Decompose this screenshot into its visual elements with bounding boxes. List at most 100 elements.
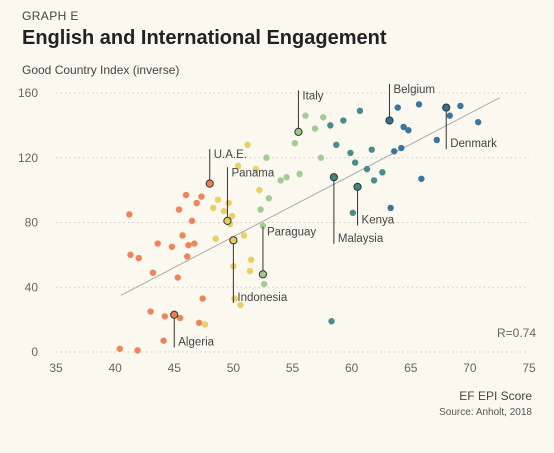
x-tick-40: 40	[108, 361, 122, 375]
data-point-20	[193, 199, 200, 207]
data-point-37	[244, 141, 251, 148]
data-point-10	[168, 243, 176, 250]
data-point-41	[256, 186, 263, 194]
data-point-67	[387, 204, 394, 212]
data-point-38	[246, 267, 254, 275]
data-point-7	[154, 240, 161, 247]
data-point-3	[134, 347, 141, 354]
highlight-point-kenya	[353, 182, 362, 191]
data-point-6	[149, 269, 157, 276]
data-point-29	[225, 199, 232, 207]
highlight-point-algeria	[170, 310, 179, 319]
highlight-point-italy	[294, 127, 303, 136]
data-point-31	[228, 212, 236, 220]
data-point-71	[400, 123, 407, 131]
y-tick-labels: 0 40 80 120 160	[18, 86, 38, 359]
data-point-25	[210, 204, 217, 212]
data-point-78	[474, 118, 482, 126]
x-tick-50: 50	[227, 361, 241, 375]
data-point-53	[317, 154, 325, 161]
data-point-56	[333, 141, 340, 148]
data-point-21	[195, 319, 203, 327]
x-tick-55: 55	[286, 361, 300, 375]
data-point-45	[263, 154, 270, 161]
trendline	[120, 97, 500, 296]
data-point-16	[184, 253, 191, 260]
data-point-75	[433, 136, 440, 144]
data-point-77	[457, 102, 464, 110]
annotation-label-denmark: Denmark	[450, 138, 497, 150]
data-point-60	[356, 107, 364, 115]
data-point-40	[252, 165, 260, 173]
highlight-point-denmark	[442, 103, 451, 112]
data-point-39	[247, 256, 255, 263]
data-point-46	[265, 195, 273, 202]
data-point-18	[188, 217, 196, 225]
data-point-17	[185, 241, 192, 249]
data-point-73	[415, 101, 423, 108]
annotation-label-malaysia: Malaysia	[338, 233, 384, 245]
data-point-19	[191, 240, 198, 247]
data-point-14	[179, 232, 186, 239]
annotation-label-indonesia: Indonesia	[237, 292, 287, 304]
highlight-point-indonesia	[229, 236, 238, 245]
x-tick-75: 75	[522, 361, 536, 375]
data-point-63	[370, 177, 378, 184]
highlight-point-panama	[223, 216, 232, 225]
data-point-70	[398, 144, 405, 152]
data-point-4	[135, 254, 142, 262]
data-point-24	[201, 321, 209, 328]
data-point-34	[234, 162, 242, 170]
data-point-72	[405, 127, 412, 134]
data-point-54	[320, 114, 327, 121]
data-point-69	[394, 104, 401, 111]
graph-eyebrow: GRAPH E	[22, 9, 79, 23]
annotation-label-italy: Italy	[302, 90, 323, 102]
data-point-1	[126, 211, 133, 218]
data-point-65	[349, 209, 357, 216]
data-point-26	[212, 235, 219, 242]
data-point-12	[175, 206, 183, 213]
data-point-28	[220, 207, 228, 215]
data-point-23	[199, 295, 206, 302]
data-point-74	[418, 175, 425, 182]
correlation-label: R=0.74	[497, 326, 536, 340]
annotation-label-panama: Panama	[231, 167, 274, 179]
data-point-64	[379, 169, 386, 176]
x-tick-45: 45	[168, 361, 182, 375]
data-point-9	[161, 313, 168, 320]
data-point-62	[368, 146, 375, 153]
data-point-59	[351, 159, 359, 166]
data-point-22	[198, 193, 205, 200]
data-point-66	[328, 318, 335, 325]
data-point-27	[214, 196, 222, 204]
data-point-36	[240, 232, 248, 239]
y-tick-0: 0	[31, 345, 38, 359]
annotation-label-u-a-e: U.A.E.	[214, 149, 247, 161]
data-point-15	[182, 191, 190, 199]
data-point-42	[257, 206, 264, 213]
data-point-61	[363, 165, 371, 173]
data-point-58	[347, 149, 354, 157]
x-tick-labels: 35 40 45 50 55 60 65 70 75	[49, 361, 536, 375]
gridlines	[56, 92, 529, 353]
data-point-51	[302, 112, 309, 119]
data-point-44	[260, 280, 268, 288]
x-axis-label: EF EPI Score	[459, 389, 532, 403]
data-point-55	[327, 122, 334, 129]
trendline-group	[120, 97, 500, 296]
chart-title: English and International Engagement	[22, 27, 387, 49]
annotation-label-algeria: Algeria	[178, 336, 214, 348]
data-point-11	[174, 274, 181, 281]
x-tick-65: 65	[404, 361, 418, 375]
highlight-point-malaysia	[329, 173, 338, 182]
data-point-13	[176, 314, 184, 322]
annotation-label-kenya: Kenya	[362, 214, 395, 226]
source-note: Source: Anholt, 2018	[439, 407, 532, 418]
y-axis-label: Good Country Index (inverse)	[22, 63, 180, 77]
data-point-47	[277, 177, 284, 184]
annotations: Algeria U.A.E. Panama Indonesia Paraguay Ital…	[170, 83, 497, 348]
y-tick-120: 120	[18, 151, 38, 165]
